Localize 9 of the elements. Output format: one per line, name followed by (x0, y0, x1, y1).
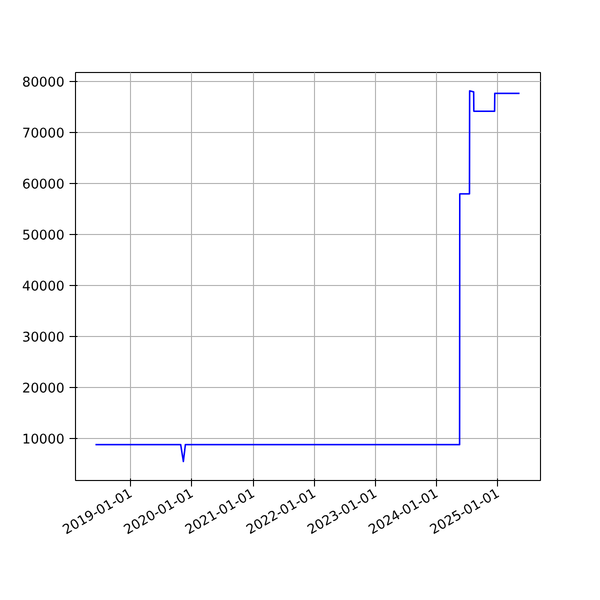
y-tick-label: 20000 (22, 382, 65, 397)
y-tick-label: 40000 (22, 280, 65, 295)
y-tick-label: 50000 (22, 228, 65, 244)
y-tick-label: 10000 (22, 432, 65, 448)
y-tick-label: 60000 (22, 178, 65, 193)
line-series (94, 90, 520, 462)
y-tick-label: 80000 (22, 76, 65, 91)
y-tick-label: 70000 (22, 126, 65, 142)
y-tick-label: 30000 (22, 330, 65, 346)
